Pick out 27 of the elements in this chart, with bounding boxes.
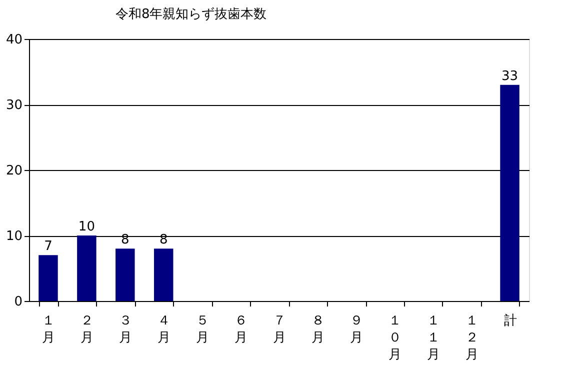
y-tick-label: 10 bbox=[6, 229, 22, 244]
x-tick-label: ７月 bbox=[273, 314, 286, 346]
x-tick-label: １月 bbox=[42, 314, 56, 346]
x-tick-label: ４月 bbox=[158, 314, 171, 346]
data-label: 10 bbox=[78, 220, 95, 234]
x-tick-label: 計 bbox=[504, 314, 517, 328]
x-tick-label: ５月 bbox=[196, 314, 210, 346]
x-tick-label: １２月 bbox=[465, 314, 478, 362]
x-tick-label: ８月 bbox=[311, 314, 324, 346]
chart-title: 令和8年親知らず抜歯本数 bbox=[115, 7, 267, 22]
y-tick-label: 30 bbox=[6, 98, 22, 113]
y-tick-label: 0 bbox=[14, 294, 22, 310]
x-tick-label: ９月 bbox=[350, 314, 363, 346]
y-tick-label: 40 bbox=[6, 32, 22, 48]
bar bbox=[500, 84, 520, 301]
y-tick-label: 20 bbox=[6, 164, 22, 178]
x-tick-label: ６月 bbox=[234, 314, 248, 346]
data-label: 33 bbox=[501, 68, 518, 84]
x-tick-label: ２月 bbox=[80, 314, 94, 346]
bar bbox=[77, 236, 96, 301]
bar bbox=[38, 255, 58, 301]
data-label: 7 bbox=[44, 239, 52, 254]
bar bbox=[116, 248, 135, 301]
x-tick-label: １０月 bbox=[388, 314, 402, 362]
bar bbox=[154, 248, 174, 301]
x-tick-label: ３月 bbox=[119, 314, 132, 346]
x-tick-label: １１月 bbox=[426, 314, 440, 362]
